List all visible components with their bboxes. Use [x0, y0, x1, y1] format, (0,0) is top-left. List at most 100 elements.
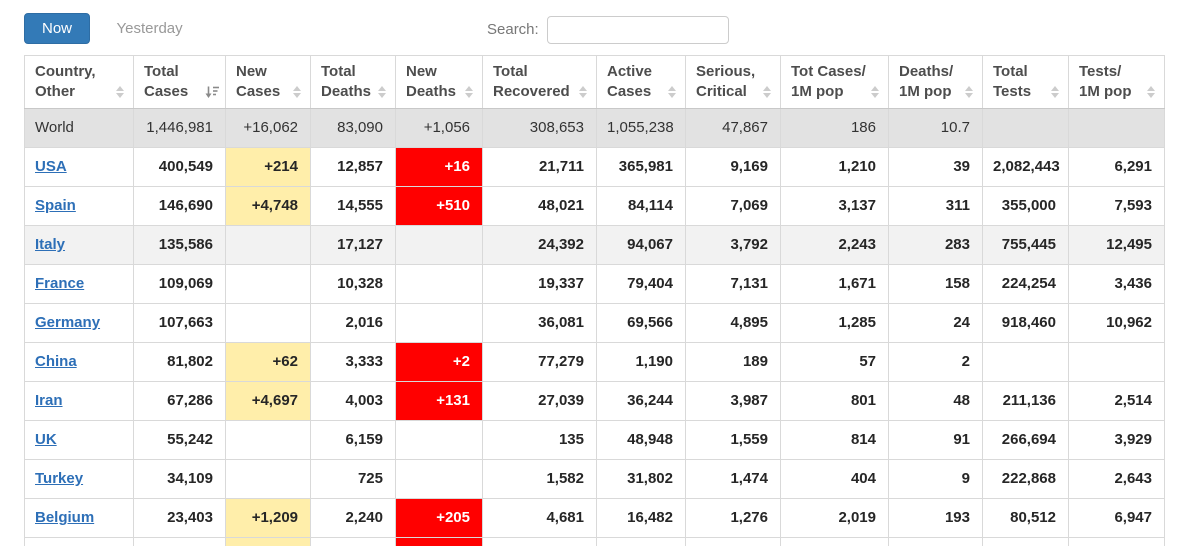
now-button[interactable]: Now — [24, 13, 91, 44]
cell-active_cases: 365,981 — [596, 147, 686, 187]
cell-total_deaths: 10,328 — [310, 264, 396, 304]
column-header-total_tests[interactable]: Total Tests — [982, 55, 1069, 109]
cell-total_cases: 81,802 — [133, 342, 226, 382]
cell-total_cases: 107,663 — [133, 303, 226, 343]
column-label-line2: Other — [35, 83, 76, 100]
cell-tests_1m: 2,643 — [1068, 459, 1165, 499]
column-label-line1: New — [406, 63, 437, 80]
cell-serious_critical: 7,069 — [685, 186, 781, 226]
cell-total_cases: 34,109 — [133, 459, 226, 499]
cell-total_deaths: 3,333 — [310, 342, 396, 382]
cell-tests_1m — [1068, 342, 1165, 382]
column-header-total_deaths[interactable]: Total Deaths — [310, 55, 396, 109]
cell-cases_1m: 814 — [780, 420, 889, 460]
country-link[interactable]: China — [35, 353, 77, 370]
cell-deaths_1m — [888, 537, 983, 546]
cell-new_deaths: +2 — [395, 342, 483, 382]
cell-total_tests — [982, 342, 1069, 382]
cell-active_cases: 48,948 — [596, 420, 686, 460]
cell-active_cases: 16,482 — [596, 498, 686, 538]
cell-country: USA — [24, 147, 134, 187]
cell-total_cases: 1,446,981 — [133, 108, 226, 148]
column-header-total_recovered[interactable]: Total Recovered — [482, 55, 597, 109]
partial-row — [24, 537, 1165, 546]
country-link[interactable]: UK — [35, 431, 57, 448]
cell-total_recovered: 48,021 — [482, 186, 597, 226]
cell-cases_1m: 3,137 — [780, 186, 889, 226]
cell-total_recovered: 21,711 — [482, 147, 597, 187]
column-header-country[interactable]: Country, Other — [24, 55, 134, 109]
cell-new_deaths: +510 — [395, 186, 483, 226]
cell-cases_1m: 57 — [780, 342, 889, 382]
cell-cases_1m: 186 — [780, 108, 889, 148]
cell-total_deaths: 6,159 — [310, 420, 396, 460]
column-header-tests_1m[interactable]: Tests/1M pop — [1068, 55, 1165, 109]
country-link[interactable]: Germany — [35, 314, 101, 331]
country-link[interactable]: USA — [35, 158, 67, 175]
cell-total_tests: 80,512 — [982, 498, 1069, 538]
cell-deaths_1m: 39 — [888, 147, 983, 187]
yesterday-button[interactable]: Yesterday — [112, 14, 186, 43]
cell-active_cases: 84,114 — [596, 186, 686, 226]
cell-new_cases — [225, 420, 311, 460]
search-input[interactable] — [546, 16, 729, 44]
country-link[interactable]: Italy — [35, 236, 66, 253]
cell-total_cases: 109,069 — [133, 264, 226, 304]
cell-new_cases: +1,209 — [225, 498, 311, 538]
country-link[interactable]: Turkey — [35, 470, 84, 487]
cell-total_recovered: 24,392 — [482, 225, 597, 265]
cell-new_cases — [225, 459, 311, 499]
cell-cases_1m: 1,210 — [780, 147, 889, 187]
cell-tests_1m: 3,436 — [1068, 264, 1165, 304]
cell-total_deaths: 12,857 — [310, 147, 396, 187]
cell-country: UK — [24, 420, 134, 460]
cell-tests_1m: 6,947 — [1068, 498, 1165, 538]
cell-total_deaths: 725 — [310, 459, 396, 499]
cell-active_cases: 1,190 — [596, 342, 686, 382]
country-link[interactable]: France — [35, 275, 85, 292]
cell-total_tests: 2,082,443 — [982, 147, 1069, 187]
cell-serious_critical: 4,895 — [685, 303, 781, 343]
cell-country: Iran — [24, 381, 134, 421]
country-link[interactable]: Iran — [35, 392, 63, 409]
column-label-line1: Tests/ — [1079, 63, 1122, 80]
cell-active_cases: 79,404 — [596, 264, 686, 304]
column-label-line1: Tot Cases/ — [791, 63, 866, 80]
cell-total_deaths: 2,016 — [310, 303, 396, 343]
column-header-new_cases[interactable]: New Cases — [225, 55, 311, 109]
column-header-cases_1m[interactable]: Tot Cases/1M pop — [780, 55, 889, 109]
sort-both-icon — [868, 84, 882, 100]
sort-both-icon — [113, 84, 127, 100]
column-header-active_cases[interactable]: Active Cases — [596, 55, 686, 109]
cell-total_cases: 23,403 — [133, 498, 226, 538]
column-header-deaths_1m[interactable]: Deaths/1M pop — [888, 55, 983, 109]
cell-active_cases: 31,802 — [596, 459, 686, 499]
cell-tests_1m: 2,514 — [1068, 381, 1165, 421]
cell-active_cases: 36,244 — [596, 381, 686, 421]
cell-total_recovered: 135 — [482, 420, 597, 460]
cell-cases_1m: 404 — [780, 459, 889, 499]
cell-new_cases — [225, 225, 311, 265]
column-header-new_deaths[interactable]: New Deaths — [395, 55, 483, 109]
world-row: World 1,446,981 +16,062 83,090 +1,056 308,653… — [24, 108, 1165, 148]
cell-deaths_1m: 158 — [888, 264, 983, 304]
cell-total_cases: 146,690 — [133, 186, 226, 226]
cell-active_cases: 94,067 — [596, 225, 686, 265]
sort-both-icon — [576, 84, 590, 100]
cell-total_tests: 355,000 — [982, 186, 1069, 226]
column-header-serious_critical[interactable]: Serious, Critical — [685, 55, 781, 109]
cell-new_deaths — [395, 225, 483, 265]
country-link[interactable]: Belgium — [35, 509, 95, 526]
cell-total_deaths: 14,555 — [310, 186, 396, 226]
column-label-line2: Deaths — [321, 83, 372, 100]
cell-total_tests: 755,445 — [982, 225, 1069, 265]
cell-cases_1m — [780, 537, 889, 546]
cell-total_tests: 222,868 — [982, 459, 1069, 499]
country-row: France 109,069 10,328 19,337 79,404 7,131 1,67… — [24, 264, 1165, 304]
cell-total_recovered: 19,337 — [482, 264, 597, 304]
sort-both-icon — [290, 84, 304, 100]
column-label-line1: New — [236, 63, 267, 80]
cell-new_deaths: +205 — [395, 498, 483, 538]
country-link[interactable]: Spain — [35, 197, 76, 214]
column-header-total_cases[interactable]: Total Cases — [133, 55, 226, 109]
